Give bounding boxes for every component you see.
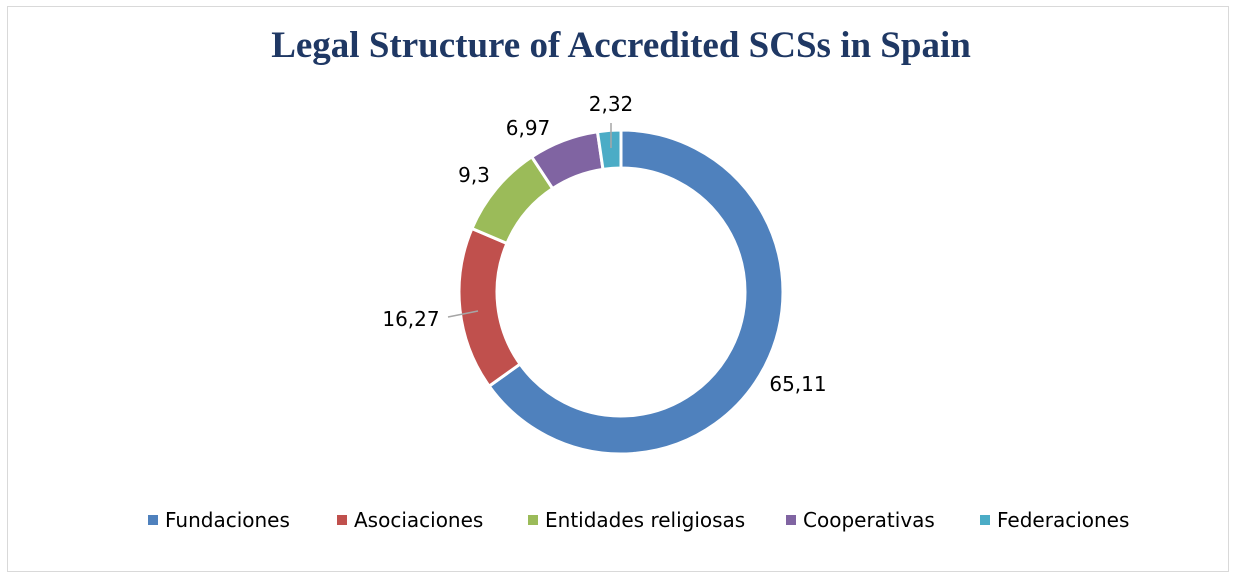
legend-swatch <box>337 515 347 525</box>
leader-line <box>447 310 479 318</box>
legend-item-fundaciones: Fundaciones <box>148 508 290 532</box>
legend-item-entidades-religiosas: Entidades religiosas <box>528 508 745 532</box>
data-label: 16,27 <box>382 307 439 331</box>
data-label: 6,97 <box>506 116 551 140</box>
donut-slices <box>457 128 785 456</box>
legend-item-federaciones: Federaciones <box>980 508 1129 532</box>
legend-item-asociaciones: Asociaciones <box>337 508 483 532</box>
legend-label: Federaciones <box>997 508 1130 532</box>
legend-swatch <box>980 515 990 525</box>
chart-title: Legal Structure of Accredited SCSs in Sp… <box>271 25 971 66</box>
legend-label: Fundaciones <box>165 508 290 532</box>
data-labels: 65,11 16,27 9,3 6,97 2,32 <box>382 92 826 396</box>
legend-label: Asociaciones <box>354 508 484 532</box>
legend-label: Cooperativas <box>803 508 935 532</box>
legend-swatch <box>786 515 796 525</box>
slice-federaciones <box>595 128 623 172</box>
data-label: 9,3 <box>458 163 490 187</box>
chart-frame <box>7 6 1229 572</box>
slice-fundaciones <box>487 128 785 456</box>
data-label: 65,11 <box>769 372 826 396</box>
legend-label: Entidades religiosas <box>545 508 746 532</box>
legend-item-cooperativas: Cooperativas <box>786 508 935 532</box>
legend-swatch <box>148 515 158 525</box>
legend: Fundaciones Asociaciones Entidades relig… <box>0 508 1242 538</box>
data-label: 2,32 <box>589 92 634 116</box>
slice-asociaciones <box>457 226 523 389</box>
legend-swatch <box>528 515 538 525</box>
leader-lines <box>447 123 612 318</box>
